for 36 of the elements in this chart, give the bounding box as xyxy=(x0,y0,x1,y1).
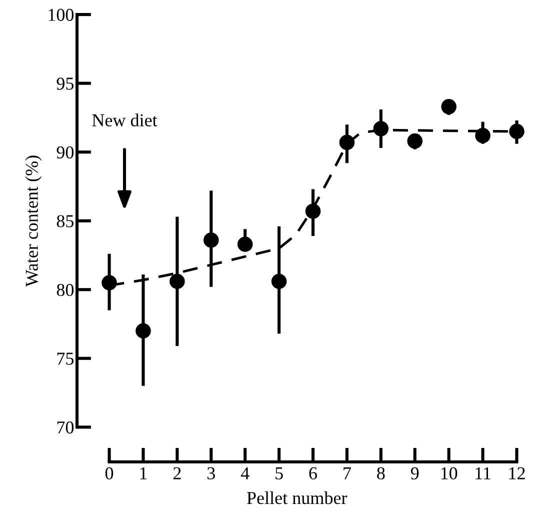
y-tick-label: 100 xyxy=(48,8,74,21)
x-tick-label: 0 xyxy=(105,467,114,480)
x-tick-label: 3 xyxy=(207,467,215,480)
point xyxy=(441,99,456,114)
x-tick-label: 2 xyxy=(173,467,181,480)
annotation: New diet xyxy=(92,114,158,126)
y-tick-label: 85 xyxy=(56,215,74,228)
point xyxy=(339,134,355,150)
x-tick-label: 5 xyxy=(276,467,283,480)
point xyxy=(373,121,389,136)
point xyxy=(475,128,490,144)
x-tick-label: 7 xyxy=(344,467,351,480)
x-tick-label: 12 xyxy=(509,467,525,480)
x-tick-label: 9 xyxy=(410,467,419,480)
y-tick-label: 75 xyxy=(57,352,74,365)
x-tick-label: 6 xyxy=(309,467,317,480)
point xyxy=(136,323,151,338)
point xyxy=(204,232,219,248)
y-tick-label: 90 xyxy=(56,146,74,159)
y-tick-label: 95 xyxy=(56,78,74,90)
x-tick-label: 11 xyxy=(476,467,490,480)
x-tick-label: 4 xyxy=(240,467,250,480)
point xyxy=(102,275,117,290)
point xyxy=(237,236,253,252)
y-tick-label: 70 xyxy=(57,421,74,434)
point xyxy=(305,204,321,219)
x-tick-label: 1 xyxy=(140,467,147,480)
x-tick-label: 8 xyxy=(377,467,385,480)
x-axis-title: Pellet number xyxy=(247,491,348,504)
point xyxy=(407,133,423,149)
point xyxy=(170,274,185,289)
y-axis-title: Water content (%) xyxy=(25,156,42,287)
point xyxy=(271,274,287,289)
y-tick-label: 80 xyxy=(56,284,74,296)
x-tick-label: 10 xyxy=(441,467,458,480)
point xyxy=(509,124,524,140)
